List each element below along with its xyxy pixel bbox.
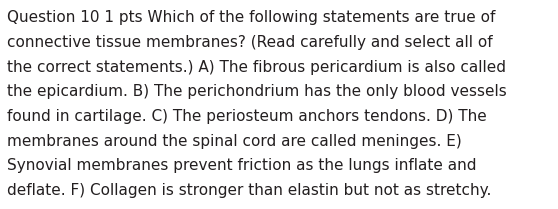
Text: connective tissue membranes? (Read carefully and select all of: connective tissue membranes? (Read caref… xyxy=(7,35,493,50)
Text: membranes around the spinal cord are called meninges. E): membranes around the spinal cord are cal… xyxy=(7,134,462,149)
Text: deflate. F) Collagen is stronger than elastin but not as stretchy.: deflate. F) Collagen is stronger than el… xyxy=(7,183,492,198)
Text: Synovial membranes prevent friction as the lungs inflate and: Synovial membranes prevent friction as t… xyxy=(7,158,477,173)
Text: the correct statements.) A) The fibrous pericardium is also called: the correct statements.) A) The fibrous … xyxy=(7,60,506,75)
Text: the epicardium. B) The perichondrium has the only blood vessels: the epicardium. B) The perichondrium has… xyxy=(7,84,507,99)
Text: found in cartilage. C) The periosteum anchors tendons. D) The: found in cartilage. C) The periosteum an… xyxy=(7,109,487,124)
Text: Question 10 1 pts Which of the following statements are true of: Question 10 1 pts Which of the following… xyxy=(7,10,496,25)
